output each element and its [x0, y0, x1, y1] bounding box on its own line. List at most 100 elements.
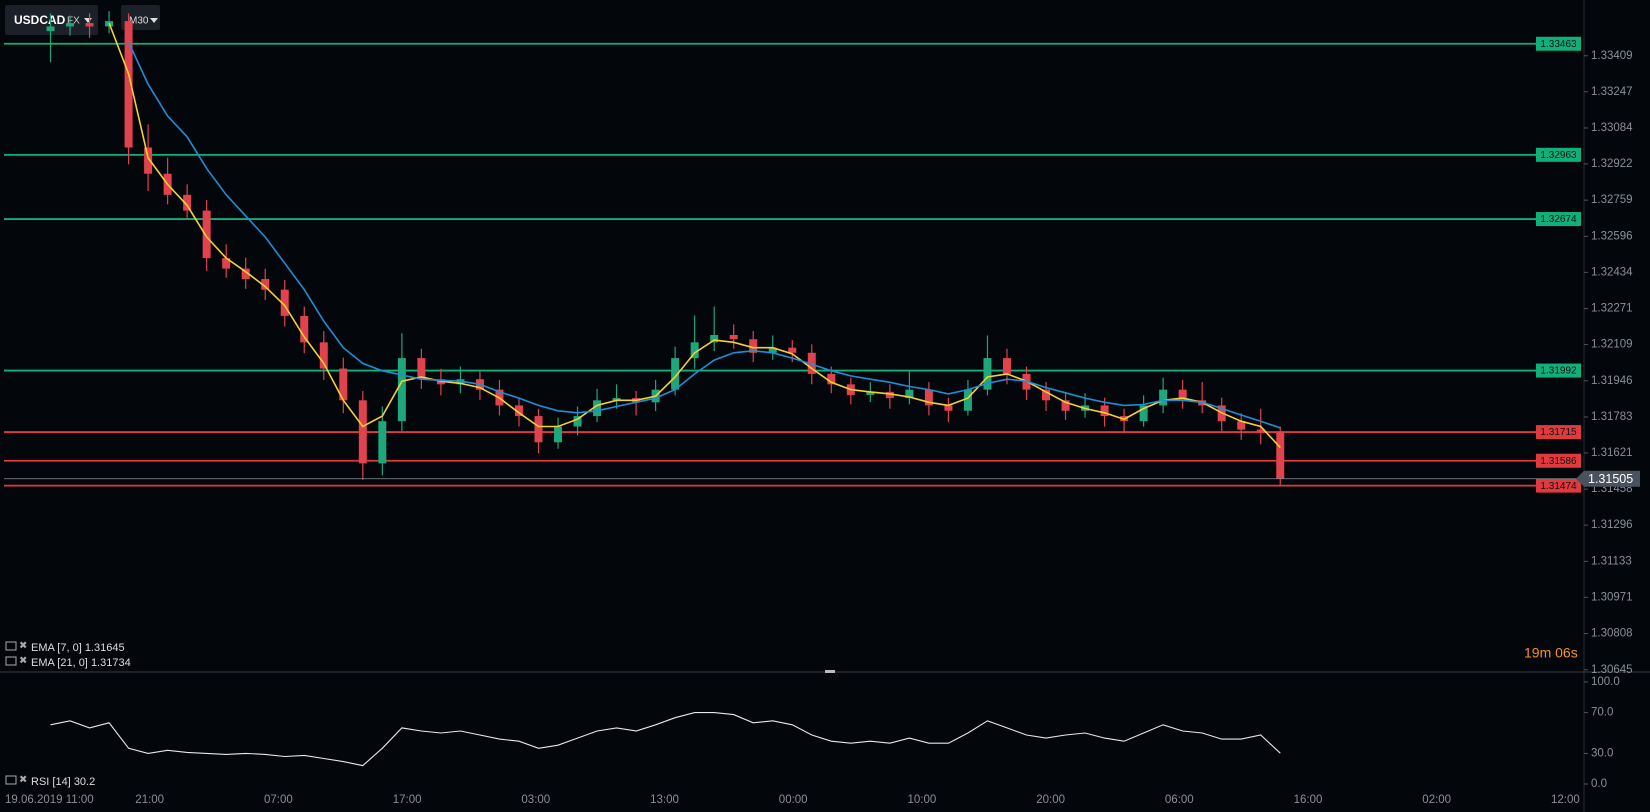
candle-body	[534, 416, 543, 443]
candle-body	[144, 147, 153, 174]
y-tick-label: 1.32271	[1591, 303, 1633, 315]
level-label-box	[1536, 425, 1581, 440]
candle-body	[710, 335, 719, 343]
candle-body	[963, 389, 972, 411]
y-tick-label: 1.32434	[1591, 266, 1633, 278]
indicator-name: EMA [21, 0]	[31, 657, 88, 669]
y-tick-label: 1.31133	[1591, 555, 1632, 567]
remove-icon[interactable]: ✖	[19, 641, 27, 652]
x-tick-label: 21:00	[135, 794, 164, 806]
candle-body	[1100, 405, 1109, 417]
level-label-box	[1536, 453, 1581, 468]
candle-body	[924, 389, 933, 406]
level-label: 1.33463	[1540, 39, 1577, 50]
candle-body	[593, 400, 602, 417]
indicator-value: 1.31734	[91, 657, 131, 669]
y-tick-label: 70.0	[1591, 707, 1613, 719]
candle-body	[1256, 429, 1265, 432]
level-label-box	[1536, 36, 1581, 51]
candle-body	[1178, 389, 1187, 401]
level-label: 1.31586	[1540, 456, 1577, 467]
candle-body	[807, 352, 816, 374]
y-tick-label: 1.32759	[1591, 194, 1633, 206]
y-tick-label: 30.0	[1591, 747, 1613, 759]
remove-icon[interactable]: ✖	[19, 775, 27, 786]
candle-body	[514, 405, 523, 417]
indicator-value: 30.2	[74, 776, 95, 788]
candle-body	[866, 391, 875, 395]
candle-body	[671, 358, 680, 390]
candle-body	[183, 194, 192, 211]
candle-body	[554, 426, 563, 443]
indicator-name: RSI [14]	[31, 776, 71, 788]
y-tick-label: 1.31621	[1591, 447, 1633, 459]
ema-legend: ✖ EMA [7, 0] 1.31645 ✖ EMA [21, 0] 1.317…	[5, 641, 131, 788]
level-label-box	[1536, 212, 1581, 227]
level-label-box	[1536, 363, 1581, 378]
candle-body	[885, 391, 894, 399]
candle-body	[827, 373, 836, 385]
level-label-box	[1536, 147, 1581, 162]
settings-icon[interactable]	[5, 641, 17, 651]
symbol-box[interactable]	[5, 5, 98, 35]
candle-body	[397, 358, 406, 422]
indicator-name: EMA [7, 0]	[31, 642, 82, 654]
market[interactable]: FX	[67, 16, 80, 27]
settings-icon[interactable]	[5, 775, 17, 785]
current-price-label: 1.31505	[1588, 472, 1633, 486]
candle-body	[261, 279, 270, 290]
y-tick-label: 1.32109	[1591, 339, 1633, 351]
y-tick-label: 1.30971	[1591, 591, 1633, 603]
y-tick-label: 1.30645	[1591, 664, 1633, 676]
x-tick-label: 13:00	[650, 794, 679, 806]
current-price-box	[1576, 470, 1640, 487]
symbol[interactable]: USDCAD	[14, 13, 66, 27]
remove-icon[interactable]: ✖	[19, 656, 27, 667]
candle-body	[788, 347, 797, 353]
candle-body	[417, 358, 426, 380]
panel-resize-handle[interactable]	[825, 670, 835, 673]
indicator-label: EMA [21, 0] 1.31734	[31, 657, 131, 669]
y-tick-label: 1.32922	[1591, 158, 1633, 170]
candle-body	[202, 210, 211, 259]
x-tick-label: 02:00	[1422, 794, 1451, 806]
ema-line	[127, 41, 1281, 429]
y-tick-label: 0.0	[1591, 778, 1607, 790]
indicator-value: 1.31645	[85, 642, 125, 654]
candle-body	[241, 268, 250, 280]
x-tick-label: 10:00	[908, 794, 937, 806]
settings-icon[interactable]	[5, 656, 17, 666]
candle-body	[768, 347, 777, 353]
rsi-line	[50, 712, 1281, 767]
candle-body	[905, 389, 914, 399]
candle-body	[300, 315, 309, 343]
level-label: 1.32674	[1540, 214, 1577, 225]
level-label: 1.31474	[1540, 481, 1577, 492]
x-tick-label: 06:00	[1165, 794, 1194, 806]
candle-body	[944, 405, 953, 411]
candle-body	[319, 342, 328, 369]
x-tick-label: 19.06.2019 11:00	[5, 794, 94, 806]
candle-body	[66, 23, 75, 27]
candle-body	[690, 342, 699, 359]
candle-timer: 19m 06s	[1524, 645, 1578, 661]
y-tick-label: 1.31946	[1591, 375, 1633, 387]
candle-body	[85, 23, 94, 27]
x-tick-label: 17:00	[393, 794, 422, 806]
ema-line	[108, 22, 1281, 449]
dropdown-arrow[interactable]	[150, 18, 158, 23]
x-tick-label: 07:00	[264, 794, 293, 806]
candle-body	[339, 368, 348, 401]
candle-body	[378, 421, 387, 464]
candle-body	[280, 289, 289, 316]
level-label: 1.32963	[1540, 150, 1577, 161]
candle-body	[1139, 405, 1148, 422]
timeframe[interactable]: M30	[129, 16, 149, 27]
indicator-label: EMA [7, 0] 1.31645	[31, 642, 125, 654]
x-tick-label: 12:00	[1551, 794, 1580, 806]
x-tick-label: 20:00	[1036, 794, 1065, 806]
level-label-box	[1536, 478, 1581, 493]
candle-body	[1276, 431, 1285, 479]
level-label: 1.31715	[1540, 427, 1577, 438]
